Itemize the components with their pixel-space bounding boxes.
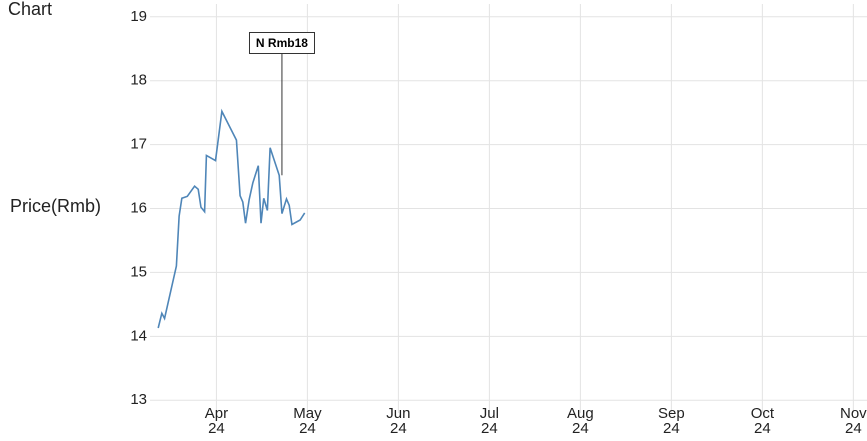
y-axis-label: Price(Rmb)	[10, 196, 101, 216]
x-tick-label: Jul 24	[479, 405, 499, 437]
y-tick-label: 16	[130, 199, 147, 216]
x-tick-label: Jun 24	[386, 405, 411, 437]
x-tick-label: May 24	[293, 405, 322, 437]
annotation: N Rmb18	[248, 32, 315, 54]
y-tick-label: 17	[130, 136, 147, 153]
y-tick-label: 15	[130, 263, 147, 280]
y-tick-label: 13	[130, 391, 147, 408]
x-tick-label: Oct 24	[750, 405, 775, 437]
x-tick-label: Nov 24	[840, 405, 867, 437]
y-tick-label: 18	[130, 72, 147, 89]
line	[157, 108, 306, 329]
x-tick-label: Aug 24	[567, 405, 594, 437]
y-tick-label: 14	[130, 327, 147, 344]
y-tick-label: 19	[130, 8, 147, 25]
x-tick-label: Sep 24	[658, 405, 685, 437]
chart-title: Chart	[8, 0, 52, 19]
x-tick-label: Apr 24	[204, 405, 229, 437]
